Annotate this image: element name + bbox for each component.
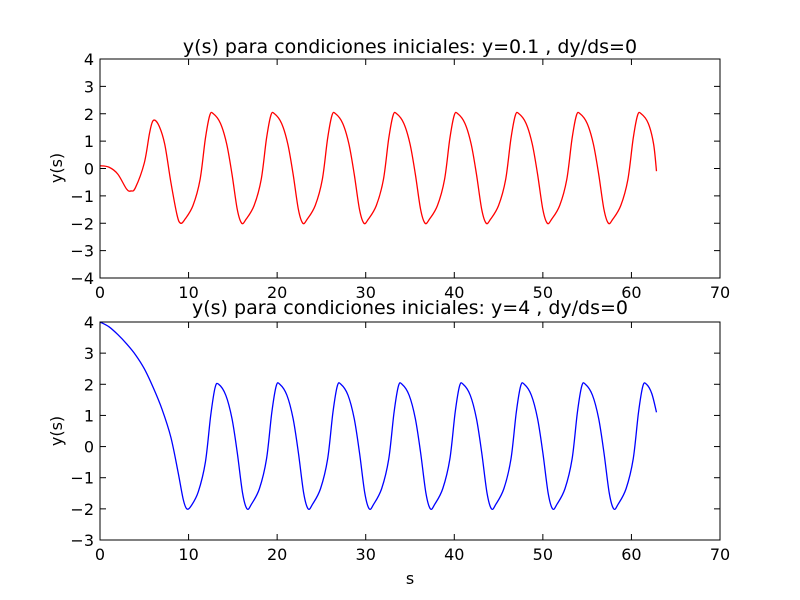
top-subplot: y(s) para condiciones iniciales: y=0.1 ,… xyxy=(47,36,730,302)
top-x-tick-label: 50 xyxy=(533,283,553,302)
top-y-tick-label: −4 xyxy=(70,269,94,288)
top-y-tick-label: 1 xyxy=(84,132,94,151)
top-x-tick-label: 40 xyxy=(444,283,464,302)
top-y-tick-label: −2 xyxy=(70,214,94,233)
bottom-y-tick-label: 1 xyxy=(84,406,94,425)
top-chart-title: y(s) para condiciones iniciales: y=0.1 ,… xyxy=(183,36,637,58)
bottom-y-tick-label: −3 xyxy=(70,531,94,550)
bottom-y-axis-label: y(s) xyxy=(47,416,66,446)
bottom-y-tick-label: 0 xyxy=(84,438,94,457)
bottom-x-tick-label: 60 xyxy=(621,545,641,564)
bottom-y-tick-label: −1 xyxy=(70,469,94,488)
bottom-subplot: y(s) para condiciones iniciales: y=4 , d… xyxy=(47,297,730,588)
top-x-tick-label: 10 xyxy=(178,283,198,302)
bottom-x-tick-label: 40 xyxy=(444,545,464,564)
bottom-ticks: 0 10 20 30 40 50 60 70 −3 −2 −1 0 1 2 3 4 xyxy=(70,313,730,564)
bottom-axes-frame xyxy=(99,321,721,541)
top-ticks: 0 10 20 30 40 50 60 70 −4 −3 −2 −1 0 1 2 3 4 xyxy=(70,50,730,302)
top-series-line xyxy=(99,111,658,225)
bottom-y-tick-label: 4 xyxy=(84,313,94,332)
bottom-x-tick-label: 20 xyxy=(267,545,287,564)
top-y-tick-label: 4 xyxy=(84,50,94,69)
top-y-axis-label: y(s) xyxy=(47,153,66,183)
top-y-tick-label: 0 xyxy=(84,160,94,179)
bottom-x-tick-label: 70 xyxy=(710,545,730,564)
top-x-tick-label: 70 xyxy=(710,283,730,302)
bottom-x-tick-label: 10 xyxy=(178,545,198,564)
bottom-series-line xyxy=(99,321,658,511)
bottom-y-tick-label: 2 xyxy=(84,375,94,394)
bottom-chart-title: y(s) para condiciones iniciales: y=4 , d… xyxy=(192,297,628,319)
top-y-tick-label: −1 xyxy=(70,187,94,206)
top-y-tick-label: 2 xyxy=(84,105,94,124)
bottom-y-tick-label: 3 xyxy=(84,344,94,363)
top-x-tick-label: 20 xyxy=(267,283,287,302)
bottom-x-tick-label: 30 xyxy=(356,545,376,564)
top-y-tick-label: 3 xyxy=(84,77,94,96)
bottom-x-tick-label: 0 xyxy=(95,545,105,564)
top-axes-frame xyxy=(99,58,721,279)
bottom-x-axis-label: s xyxy=(406,569,414,588)
top-x-tick-label: 0 xyxy=(95,283,105,302)
top-x-tick-label: 60 xyxy=(621,283,641,302)
top-x-tick-label: 30 xyxy=(356,283,376,302)
top-y-tick-label: −3 xyxy=(70,242,94,261)
bottom-y-tick-label: −2 xyxy=(70,500,94,519)
bottom-x-tick-label: 50 xyxy=(533,545,553,564)
